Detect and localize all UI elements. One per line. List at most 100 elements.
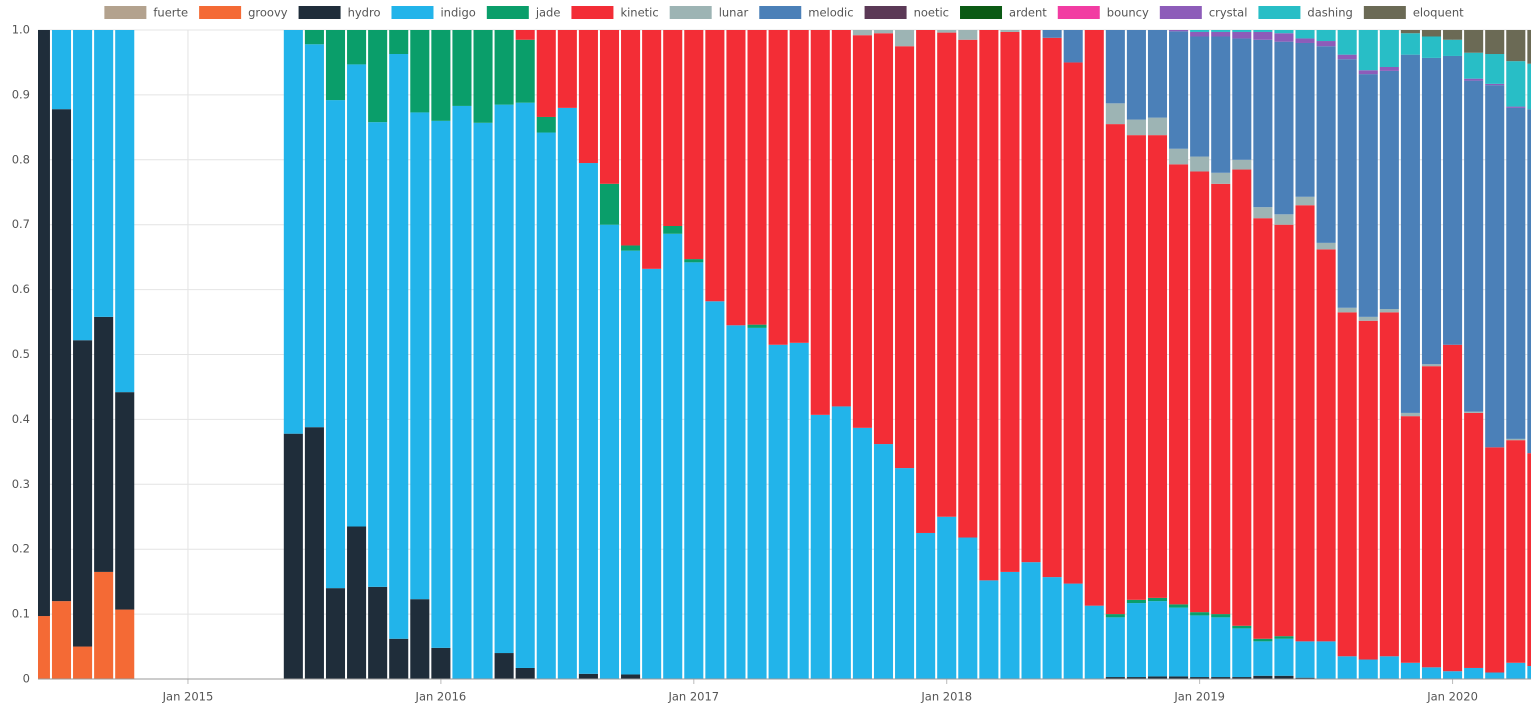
bar-segment <box>1021 562 1041 679</box>
bar-segment <box>1190 615 1210 678</box>
legend-label: fuerte <box>153 6 188 20</box>
bar-segment <box>768 30 788 345</box>
bar-segment <box>1232 31 1252 39</box>
bar-segment <box>115 30 135 393</box>
legend-label: noetic <box>914 6 949 20</box>
bar-segment <box>663 233 683 679</box>
bar-segment <box>1506 61 1526 107</box>
bar-segment <box>51 601 72 679</box>
bar-segment <box>1190 171 1210 613</box>
bar-segment <box>1464 411 1484 413</box>
bar-segment <box>895 30 915 47</box>
bar-segment <box>1443 55 1463 345</box>
bar-segment <box>1232 159 1252 170</box>
bar-segment <box>1253 638 1273 642</box>
y-tick-label: 0.4 <box>12 412 30 426</box>
bar-segment <box>1000 30 1020 32</box>
bar-segment <box>515 102 535 668</box>
y-tick-label: 0.3 <box>12 477 30 491</box>
bar-segment <box>38 30 50 617</box>
bar-segment <box>1316 41 1336 47</box>
bar-segment <box>1527 30 1531 64</box>
bar-segment <box>1358 659 1378 679</box>
bar-segment <box>1253 39 1273 208</box>
bar-segment <box>1211 172 1231 184</box>
bar-segment <box>958 537 978 679</box>
legend-swatch <box>298 6 341 19</box>
bar-segment <box>621 250 641 675</box>
bar-segment <box>368 30 388 123</box>
bar-segment <box>1169 676 1189 679</box>
bar-segment <box>1274 33 1294 42</box>
y-tick-label: 0.8 <box>12 152 30 166</box>
bar-segment <box>1337 54 1357 60</box>
bar-segment <box>1211 183 1231 615</box>
bar-segment <box>325 100 346 589</box>
bar-segment <box>1147 30 1168 118</box>
bar-segment <box>515 667 535 679</box>
bar-segment <box>1190 156 1210 172</box>
bar-segment <box>431 647 451 679</box>
bar-segment <box>599 30 620 184</box>
bar-segment <box>283 30 303 434</box>
bar-segment <box>1211 617 1231 678</box>
x-tick-label: Jan 2018 <box>920 690 972 704</box>
bar-segment <box>1147 117 1168 136</box>
bar-segment <box>747 324 767 328</box>
legend-swatch <box>1057 6 1100 19</box>
y-tick-label: 0.1 <box>12 607 30 621</box>
bar-segment <box>1253 218 1273 639</box>
bar-segment <box>389 30 409 55</box>
bar-segment <box>1443 30 1463 40</box>
bar-segment <box>515 39 535 103</box>
bar-segment <box>1253 31 1273 40</box>
bar-segment <box>873 33 894 445</box>
bar-segment <box>1000 571 1020 679</box>
bar-segment <box>1337 59 1357 308</box>
x-tick-label: Jan 2017 <box>667 690 719 704</box>
bar-segment <box>1105 30 1125 104</box>
bar-segment <box>1190 30 1210 32</box>
bar-segment <box>768 344 788 679</box>
bar-segment <box>1084 30 1104 606</box>
bar-segment <box>937 516 957 679</box>
bar-segment <box>1211 36 1231 173</box>
bar-segment <box>705 30 725 302</box>
bar-segment <box>115 392 135 610</box>
bar-segment <box>663 30 683 226</box>
bar-segment <box>789 342 809 679</box>
legend-label: bouncy <box>1107 6 1149 20</box>
bar-segment <box>1063 62 1083 584</box>
bar-segment <box>347 64 367 527</box>
bar-segment <box>1253 641 1273 676</box>
bar-segment <box>1337 312 1357 657</box>
bar-segment <box>1400 412 1420 417</box>
bar-segment <box>831 406 851 679</box>
legend-swatch <box>864 6 907 19</box>
bar-segment <box>873 444 894 679</box>
x-tick-label: Jan 2015 <box>162 690 214 704</box>
bar-segment <box>1253 675 1273 679</box>
bar-segment <box>1211 614 1231 618</box>
bar-segment <box>873 30 894 34</box>
bar-segment <box>1506 107 1526 439</box>
legend-swatch <box>199 6 242 19</box>
y-tick-label: 0.5 <box>12 347 30 361</box>
bar-segment <box>1464 667 1484 679</box>
bar-segment <box>431 30 451 121</box>
bar-segment <box>557 107 577 679</box>
bar-segment <box>895 46 915 469</box>
bar-segment <box>937 30 957 33</box>
bar-segment <box>1527 666 1531 679</box>
legend-swatch <box>1159 6 1202 19</box>
legend-swatch <box>104 6 147 19</box>
bar-segment <box>115 609 135 679</box>
bar-segment <box>1274 675 1294 679</box>
bar-segment <box>1485 54 1505 84</box>
bar-segment <box>599 224 620 679</box>
y-tick-label: 0 <box>23 672 30 686</box>
bar-segment <box>94 571 114 679</box>
bar-segment <box>1400 33 1420 55</box>
bar-segment <box>599 183 620 225</box>
bar-segment <box>1485 447 1505 673</box>
